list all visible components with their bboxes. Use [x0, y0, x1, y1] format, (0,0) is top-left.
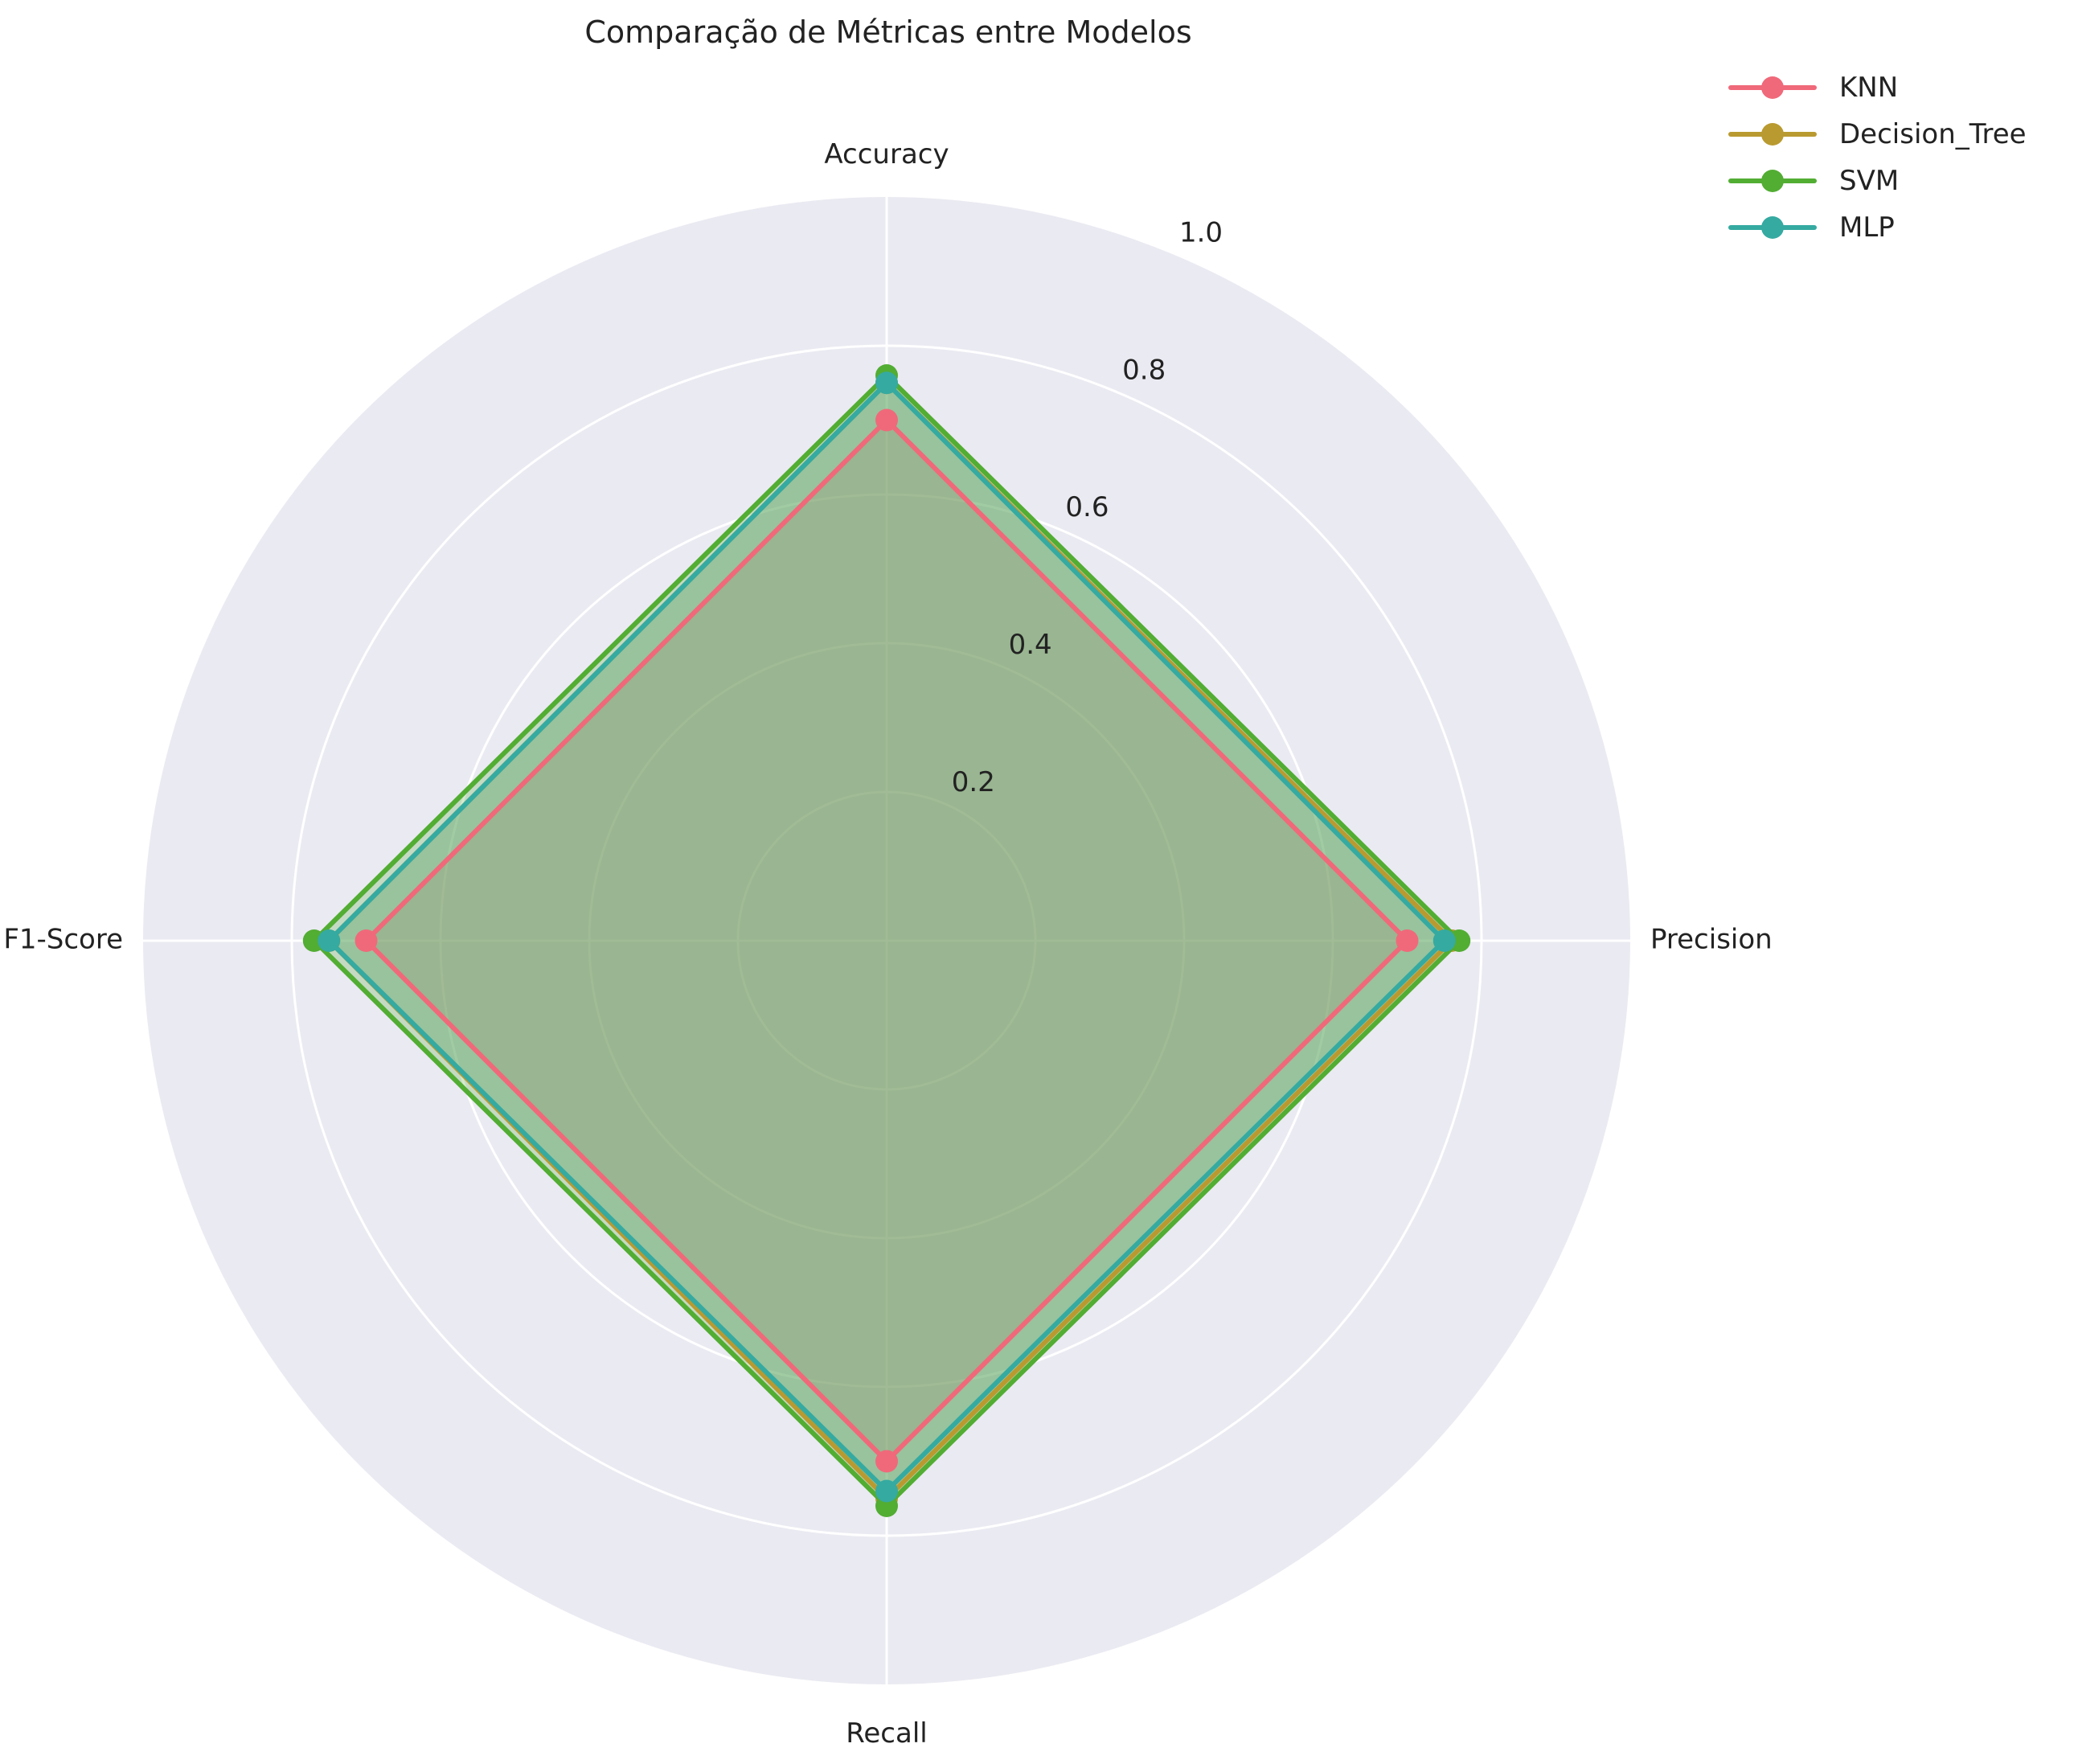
tick-label-0.8: 0.8 — [1122, 354, 1166, 386]
legend-label-svm: SVM — [1839, 165, 1900, 197]
point-knn-recall — [875, 1450, 898, 1473]
axis-label-recall: Recall — [846, 1717, 927, 1750]
point-knn-accuracy — [875, 408, 898, 432]
axis-label-precision: Precision — [1650, 924, 1773, 956]
legend-label-mlp: MLP — [1839, 211, 1895, 244]
legend-swatch-decision-tree — [1728, 118, 1817, 150]
tick-label-0.2: 0.2 — [952, 766, 995, 798]
point-mlp-precision — [1432, 929, 1456, 952]
legend-label-decision-tree: Decision_Tree — [1839, 118, 2027, 150]
point-knn-precision — [1396, 929, 1419, 952]
point-mlp-f1-score — [318, 929, 341, 952]
tick-label-0.6: 0.6 — [1065, 491, 1109, 523]
radial-tick-labels: 0.2 0.4 0.6 0.8 1.0 — [952, 216, 1223, 798]
axis-label-f1-score: F1-Score — [3, 924, 123, 956]
point-knn-f1-score — [355, 929, 378, 952]
radial-grid — [143, 197, 1630, 1684]
tick-label-0.4: 0.4 — [1009, 629, 1052, 661]
legend-item-decision-tree: Decision_Tree — [1728, 111, 2027, 158]
series-lines — [302, 364, 1471, 1517]
legend-swatch-svm — [1728, 165, 1817, 197]
legend-swatch-mlp — [1728, 211, 1817, 244]
legend-swatch-knn — [1728, 72, 1817, 104]
chart-title: Comparação de Métricas entre Modelos — [584, 14, 1192, 50]
legend-item-mlp: MLP — [1728, 204, 2027, 251]
tick-label-1.0: 1.0 — [1179, 216, 1223, 248]
axis-label-accuracy: Accuracy — [824, 138, 949, 170]
legend: KNN Decision_Tree SVM MLP — [1728, 64, 2027, 251]
point-mlp-accuracy — [875, 371, 898, 395]
legend-item-svm: SVM — [1728, 158, 2027, 204]
legend-item-knn: KNN — [1728, 64, 2027, 111]
axis-labels: Accuracy Precision Recall F1-Score — [3, 138, 1772, 1750]
point-mlp-recall — [875, 1479, 898, 1503]
legend-label-knn: KNN — [1839, 72, 1899, 104]
